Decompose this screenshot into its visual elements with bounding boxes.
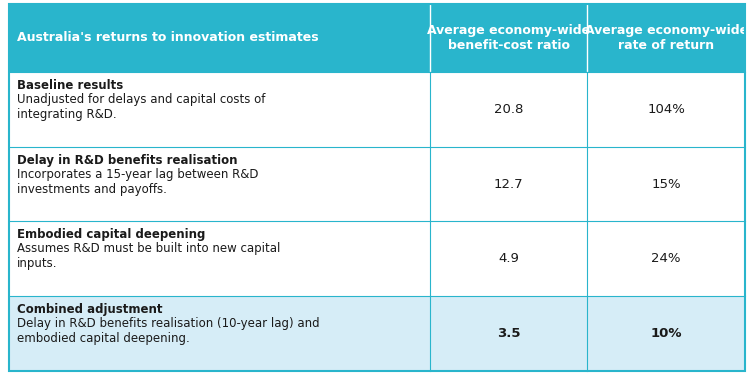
Text: 10%: 10% (651, 327, 682, 340)
Text: Assumes R&D must be built into new capital
inputs.: Assumes R&D must be built into new capit… (17, 243, 280, 270)
Text: Average economy-wide
rate of return: Average economy-wide rate of return (584, 24, 748, 52)
Text: 12.7: 12.7 (494, 177, 523, 190)
Text: Unadjusted for delays and capital costs of
integrating R&D.: Unadjusted for delays and capital costs … (17, 93, 265, 121)
Text: Baseline results: Baseline results (17, 79, 124, 92)
Bar (9, 72, 745, 147)
Text: 3.5: 3.5 (497, 327, 520, 340)
Text: Average economy-wide
benefit-cost ratio: Average economy-wide benefit-cost ratio (428, 24, 590, 52)
Text: Delay in R&D benefits realisation (10-year lag) and
embodied capital deepening.: Delay in R&D benefits realisation (10-ye… (17, 317, 320, 345)
Text: Incorporates a 15-year lag between R&D
investments and payoffs.: Incorporates a 15-year lag between R&D i… (17, 168, 259, 196)
Text: 104%: 104% (647, 103, 685, 116)
Text: Embodied capital deepening: Embodied capital deepening (17, 228, 205, 242)
Text: Delay in R&D benefits realisation: Delay in R&D benefits realisation (17, 154, 238, 166)
Text: 20.8: 20.8 (494, 103, 523, 116)
Bar (9, 4, 745, 72)
Text: 4.9: 4.9 (498, 252, 520, 266)
Text: Combined adjustment: Combined adjustment (17, 303, 163, 316)
Text: Australia's returns to innovation estimates: Australia's returns to innovation estima… (17, 31, 319, 44)
Bar (9, 296, 745, 371)
Text: 24%: 24% (651, 252, 681, 266)
Bar (9, 222, 745, 296)
Bar (9, 147, 745, 222)
Text: 15%: 15% (651, 177, 681, 190)
